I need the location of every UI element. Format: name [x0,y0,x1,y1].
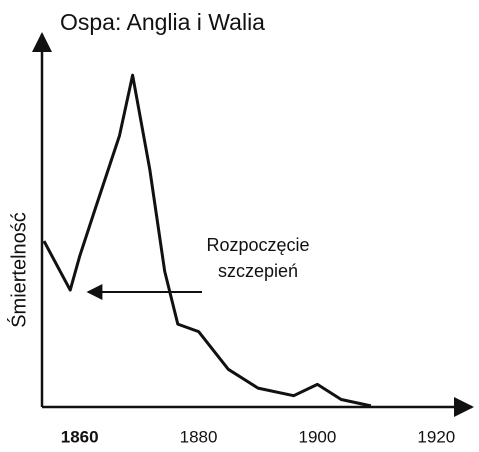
chart-title: Ospa: Anglia i Walia [60,9,265,35]
x-tick-label: 1900 [299,427,337,446]
x-tick-label: 1860 [61,427,99,446]
annotation: szczepień [218,261,298,281]
x-tick-label: 1880 [180,427,218,446]
y-axis-label: Śmiertelność [6,212,30,328]
x-tick-label: 1920 [417,427,455,446]
annotation: Rozpoczęcie [206,235,309,255]
data-line [42,73,372,408]
